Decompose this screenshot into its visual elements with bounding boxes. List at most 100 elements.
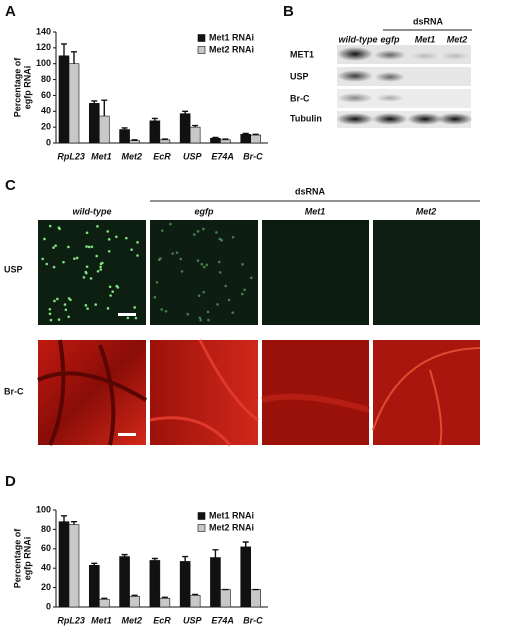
error-bar xyxy=(121,127,128,130)
bar xyxy=(58,521,70,608)
row-label: Tubulin xyxy=(290,113,322,123)
nucleus xyxy=(153,296,157,299)
y-tick-label: 100 xyxy=(36,504,51,514)
nucleus xyxy=(133,306,136,309)
nucleus xyxy=(206,310,210,314)
error-bar xyxy=(192,124,199,128)
bar xyxy=(220,139,231,144)
nucleus xyxy=(106,307,110,310)
error-bar xyxy=(101,597,108,600)
nucleus xyxy=(95,254,99,258)
nucleus xyxy=(85,231,89,235)
column-label: egfp xyxy=(195,206,215,216)
nucleus xyxy=(89,277,93,280)
bar xyxy=(189,126,201,144)
error-bar xyxy=(151,557,158,561)
nucleus xyxy=(196,230,200,233)
y-tick-label: 20 xyxy=(41,122,51,132)
nucleus xyxy=(160,229,164,232)
x-tick-label: Met2 xyxy=(121,615,142,625)
bar xyxy=(250,134,262,144)
blot xyxy=(336,45,473,128)
y-axis-label: egfp RNAi xyxy=(22,537,32,581)
bar xyxy=(119,129,130,144)
nucleus xyxy=(96,225,99,228)
nucleus xyxy=(109,294,112,297)
y-tick-label: 80 xyxy=(41,524,51,534)
y-tick-label: 40 xyxy=(41,106,51,116)
nucleus xyxy=(115,284,119,288)
nucleus xyxy=(240,292,244,296)
bar xyxy=(159,139,171,144)
nucleus xyxy=(86,307,89,310)
x-tick-label: E74A xyxy=(211,615,234,625)
legend-swatch xyxy=(197,46,206,54)
nucleus xyxy=(57,226,61,229)
nucleus xyxy=(82,276,86,279)
nucleus xyxy=(196,259,200,262)
x-tick-label: RpL23 xyxy=(57,615,85,625)
bar xyxy=(240,546,252,608)
nucleus xyxy=(216,303,219,306)
nucleus xyxy=(106,230,110,233)
nucleus xyxy=(202,227,205,231)
bar xyxy=(250,589,262,608)
lane-label: Met2 xyxy=(447,34,468,44)
nucleus xyxy=(107,249,111,253)
error-bar xyxy=(61,515,67,522)
y-axis-label: Percentage of xyxy=(12,57,22,118)
error-bar xyxy=(192,593,199,596)
nucleus xyxy=(100,261,104,265)
legend-swatch xyxy=(197,34,206,42)
nucleus xyxy=(87,245,91,249)
y-tick-label: 0 xyxy=(46,137,51,147)
x-tick-label: Br-C xyxy=(243,151,263,161)
panel-label: B xyxy=(283,3,294,20)
nucleus xyxy=(41,257,45,261)
bar xyxy=(210,557,221,608)
y-tick-label: 100 xyxy=(36,58,51,68)
bar xyxy=(149,120,161,144)
nucleus xyxy=(198,316,202,320)
bar xyxy=(68,524,80,608)
nucleus xyxy=(75,256,79,260)
micrographs xyxy=(37,220,481,446)
column-label: wild-type xyxy=(72,206,111,216)
nucleus xyxy=(45,262,49,266)
bar xyxy=(189,595,201,608)
x-tick-label: USP xyxy=(183,615,203,625)
nucleus xyxy=(186,312,190,316)
nucleus xyxy=(200,262,204,266)
y-tick-label: 80 xyxy=(41,74,51,84)
nucleus xyxy=(57,318,61,321)
nucleus xyxy=(164,309,168,313)
nucleus xyxy=(84,270,88,274)
lane-label: Met1 xyxy=(415,34,436,44)
nucleus xyxy=(171,252,174,255)
nucleus xyxy=(179,257,183,261)
y-tick-label: 60 xyxy=(41,90,51,100)
nucleus xyxy=(90,245,94,249)
nucleus xyxy=(85,245,88,248)
error-bar xyxy=(131,139,138,141)
y-tick-label: 40 xyxy=(41,563,51,573)
y-tick-label: 140 xyxy=(36,26,51,36)
row-label: Br-C xyxy=(290,93,310,103)
x-tick-label: Met2 xyxy=(121,151,142,161)
nucleus xyxy=(67,297,71,300)
nucleus xyxy=(199,318,202,322)
x-tick-label: EcR xyxy=(153,615,171,625)
nucleus xyxy=(96,269,100,273)
nucleus xyxy=(67,245,70,249)
bar xyxy=(240,133,252,144)
nucleus xyxy=(227,298,231,302)
nucleus xyxy=(64,308,68,312)
y-tick-label: 0 xyxy=(46,601,51,611)
nucleus xyxy=(63,303,67,306)
y-axis-label: egfp RNAi xyxy=(22,66,32,110)
group-label: dsRNA xyxy=(413,16,444,26)
y-tick-label: 120 xyxy=(36,42,51,52)
error-bar xyxy=(61,43,67,56)
nucleus xyxy=(54,244,57,248)
